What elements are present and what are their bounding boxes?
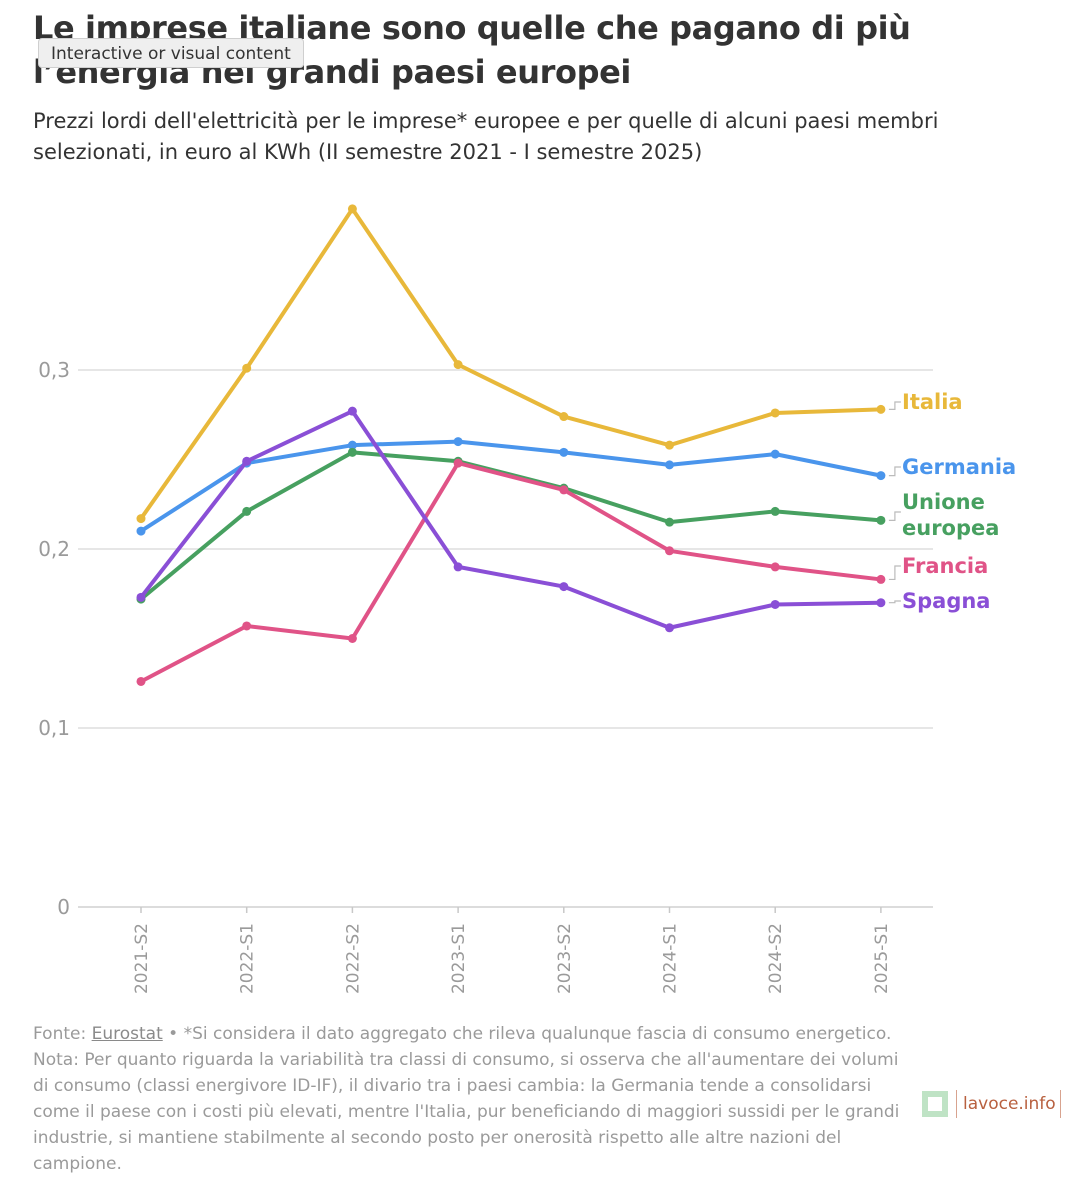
series-line [139,439,883,534]
series-label: europea [902,516,999,540]
label-leader-line [888,511,901,521]
data-point[interactable] [770,408,780,418]
data-point[interactable] [876,404,886,414]
data-point[interactable] [665,546,674,556]
data-point[interactable] [876,574,886,584]
logo-text: lavoce.info [963,1094,1056,1114]
grid-lines [78,369,933,908]
data-point[interactable] [559,447,569,457]
data-point[interactable] [136,514,146,524]
series-line [139,206,883,521]
label-leader-line [888,401,901,410]
data-point[interactable] [876,598,886,608]
data-point[interactable] [136,526,146,536]
logo-square-icon [922,1091,948,1117]
data-point[interactable] [347,634,357,643]
data-point[interactable] [136,676,146,686]
data-point[interactable] [453,562,463,572]
data-point[interactable] [770,449,780,459]
x-tick-label: 2024-S1 [661,923,681,994]
series-label: Germania [902,455,1016,479]
lavoce-logo[interactable]: lavoce.info [922,1089,1061,1119]
label-leader-line [888,565,901,581]
series-line [139,461,883,684]
chart-subtitle: Prezzi lordi dell'elettricità per le imp… [33,109,939,164]
x-tick-label: 2025-S1 [872,923,892,994]
data-point[interactable] [665,517,674,527]
x-tick-label: 2024-S2 [766,923,786,994]
source-link[interactable]: Eurostat [91,1024,163,1044]
label-leader-line [888,466,901,477]
y-tick-label: 0,3 [38,358,70,382]
x-tick-label: 2021-S2 [132,923,152,994]
data-point[interactable] [347,406,357,416]
series-label: Francia [902,554,988,578]
data-point[interactable] [665,460,674,470]
y-tick-label: 0 [57,895,70,919]
y-tick-label: 0,1 [38,716,70,740]
data-point[interactable] [665,440,674,450]
series-label: Unione [902,490,985,514]
label-leader-line [888,600,901,604]
data-point[interactable] [136,592,146,602]
source-line: Fonte: Eurostat • *Si considera il dato … [33,1024,892,1044]
data-point[interactable] [347,440,357,450]
data-point[interactable] [559,485,569,495]
data-point[interactable] [559,412,569,422]
data-point[interactable] [242,506,252,516]
data-point[interactable] [770,562,780,572]
data-point[interactable] [770,506,780,516]
interactive-content-tooltip: Interactive or visual content [38,38,304,68]
x-tick-label: 2022-S1 [238,923,258,994]
x-tick-label: 2023-S1 [449,923,469,994]
data-point[interactable] [242,363,252,373]
x-tick-label: 2022-S2 [343,923,363,994]
data-point[interactable] [665,623,674,633]
data-point[interactable] [559,582,569,592]
x-tick-label: 2023-S2 [555,923,575,994]
data-point[interactable] [876,515,886,525]
series-line [139,409,883,630]
data-point[interactable] [347,447,357,457]
data-point[interactable] [770,599,780,609]
footer: Fonte: Eurostat • *Si considera il dato … [33,1021,903,1177]
data-point[interactable] [242,456,252,466]
y-tick-label: 0,2 [38,537,70,561]
axes: 0 0,1 0,2 0,3 2021-S2 2022-S1 2022-S2 2023-S1 20… [38,358,892,994]
series-lines [136,204,886,686]
data-point[interactable] [453,360,463,370]
data-point[interactable] [242,621,252,631]
series-label: Spagna [902,589,990,613]
series-label: Italia [902,390,963,414]
data-point[interactable] [453,437,463,447]
data-point[interactable] [347,204,357,214]
data-point[interactable] [876,471,886,481]
data-point[interactable] [453,458,463,468]
note-text: Nota: Per quanto riguarda la variabilità… [33,1050,900,1174]
